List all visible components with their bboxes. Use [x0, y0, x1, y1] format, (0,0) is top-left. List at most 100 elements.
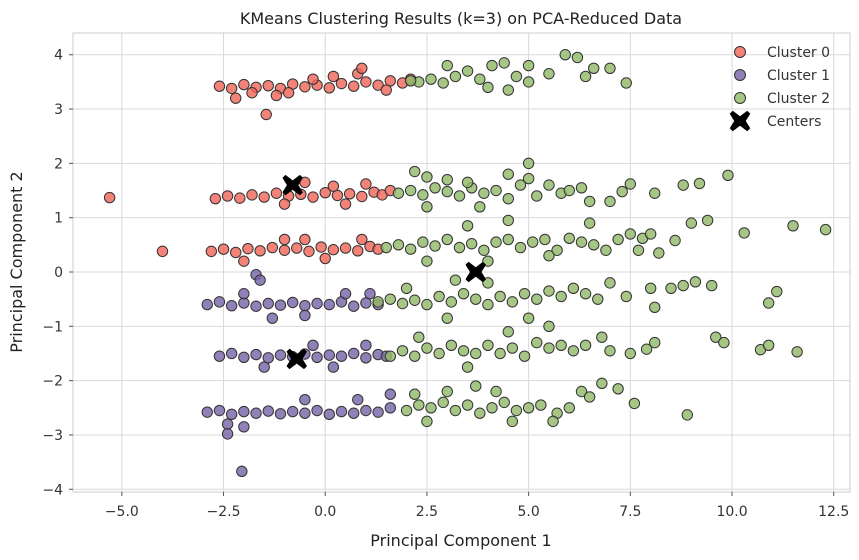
data-point: [620, 77, 632, 89]
y-tick-label: −2: [42, 374, 63, 390]
data-point: [250, 348, 262, 361]
data-point: [461, 65, 474, 77]
plot-background: [73, 33, 850, 492]
data-point: [242, 242, 254, 255]
data-point: [441, 233, 453, 246]
data-point: [274, 408, 287, 420]
data-point: [506, 415, 519, 428]
data-point: [592, 293, 604, 305]
data-point: [559, 49, 571, 61]
x-axis-label: Principal Component 1: [370, 531, 551, 550]
data-point: [327, 180, 340, 192]
data-point: [307, 191, 319, 203]
data-point: [522, 76, 535, 88]
legend: Cluster 0 Cluster 1 Cluster 2 Centers: [729, 45, 830, 132]
data-point: [360, 76, 372, 88]
data-point: [478, 244, 490, 256]
data-point: [543, 285, 555, 297]
data-point: [486, 59, 498, 72]
data-point: [449, 274, 462, 286]
data-point: [470, 293, 482, 305]
data-point: [356, 233, 368, 246]
data-point: [260, 108, 272, 121]
data-point: [299, 407, 311, 419]
data-point: [588, 239, 600, 251]
data-point: [567, 345, 580, 357]
legend-marker: [734, 46, 746, 58]
data-point: [685, 217, 698, 229]
data-point: [225, 82, 238, 95]
data-point: [270, 89, 283, 102]
data-point: [555, 339, 567, 352]
data-point: [335, 77, 348, 90]
x-axis-ticks: −5.0 −2.5 0.0 2.5 5.0 7.5 10.0 12.5: [105, 492, 849, 520]
data-point: [347, 347, 360, 360]
data-point: [238, 255, 250, 267]
data-point: [437, 396, 449, 409]
data-point: [323, 298, 335, 311]
y-tick-label: 4: [54, 48, 63, 64]
data-point: [213, 404, 226, 417]
data-point: [543, 179, 555, 191]
data-point: [502, 192, 514, 205]
data-point: [604, 277, 616, 289]
data-point: [624, 347, 637, 360]
data-point: [461, 220, 474, 232]
data-point: [494, 290, 506, 303]
data-point: [315, 241, 327, 253]
data-point: [421, 255, 433, 267]
data-point: [628, 397, 641, 410]
legend-label: Cluster 2: [767, 91, 830, 107]
data-point: [262, 352, 274, 364]
data-point: [526, 236, 539, 248]
x-tick-label: 10.0: [716, 504, 747, 520]
data-point: [262, 79, 274, 92]
data-point: [433, 290, 445, 303]
data-point: [278, 198, 291, 210]
x-tick-label: 5.0: [517, 504, 539, 520]
data-point: [482, 277, 494, 289]
data-point: [588, 62, 600, 75]
data-point: [400, 282, 413, 295]
data-point: [441, 185, 453, 198]
data-point: [539, 233, 551, 246]
data-point: [490, 184, 502, 197]
data-point: [250, 300, 262, 312]
data-point: [677, 279, 689, 292]
data-point: [417, 236, 429, 248]
data-point: [453, 241, 466, 254]
data-point: [482, 81, 494, 94]
data-point: [409, 165, 421, 178]
data-point: [425, 402, 437, 414]
data-point: [522, 402, 535, 414]
data-point: [238, 288, 250, 300]
data-point: [819, 223, 832, 236]
data-point: [352, 245, 364, 257]
data-point: [465, 238, 478, 250]
data-point: [230, 246, 242, 259]
data-point: [531, 190, 543, 202]
data-point: [441, 385, 453, 398]
legend-label: Cluster 0: [767, 45, 830, 61]
data-point: [510, 404, 523, 417]
data-point: [551, 244, 563, 256]
data-point: [502, 168, 514, 180]
data-point: [331, 189, 344, 202]
data-point: [205, 245, 218, 258]
series-layer: [103, 49, 832, 478]
data-point: [234, 192, 246, 204]
data-point: [421, 342, 433, 354]
data-point: [335, 350, 348, 362]
data-point: [307, 339, 319, 352]
data-point: [624, 178, 637, 190]
chart-title: KMeans Clustering Results (k=3) on PCA-R…: [240, 9, 682, 28]
data-point: [213, 296, 226, 308]
data-point: [498, 57, 510, 69]
data-point: [372, 406, 384, 418]
data-point: [421, 201, 433, 213]
data-point: [531, 336, 543, 349]
data-point: [543, 250, 555, 262]
data-point: [490, 236, 502, 248]
data-point: [213, 350, 226, 362]
data-point: [718, 336, 730, 349]
